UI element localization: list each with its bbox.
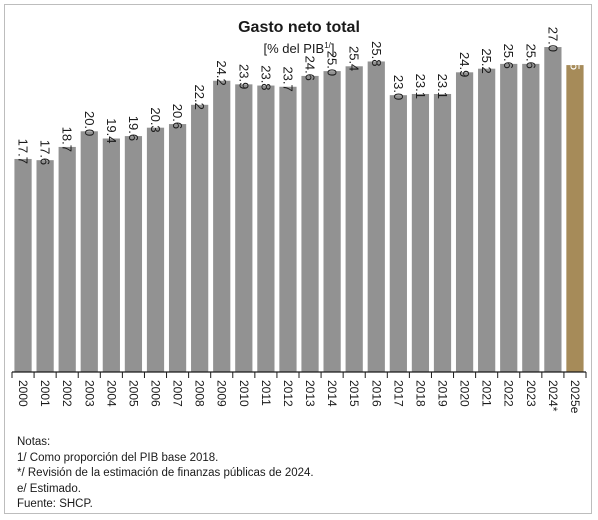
notes-block: Notas: 1/ Como proporción del PIB base 2… bbox=[17, 435, 577, 513]
bar-2024-star bbox=[544, 47, 562, 373]
bar-2010 bbox=[235, 84, 253, 372]
bar-2023 bbox=[522, 63, 540, 373]
bar-value-label: 25.2 bbox=[479, 48, 494, 73]
bar-value-label: 18.7 bbox=[60, 127, 75, 152]
bar-value-label: 23.1 bbox=[435, 74, 450, 99]
chart-subtitle-end: ] bbox=[331, 41, 335, 56]
x-tick-label: 2010 bbox=[237, 380, 251, 407]
note-line-4: Fuente: SHCP. bbox=[17, 498, 93, 510]
bar-value-label: 20.0 bbox=[82, 111, 97, 136]
bar-value-label: 23.1 bbox=[413, 74, 428, 99]
x-ticks-group bbox=[11, 372, 587, 378]
note-line-2: */ Revisión de la estimación de finanzas… bbox=[17, 467, 314, 479]
x-tick-label: 2011 bbox=[259, 380, 273, 406]
bar-2000 bbox=[14, 158, 32, 372]
bar-2001 bbox=[36, 160, 54, 372]
x-tick-label: 2024* bbox=[546, 380, 560, 412]
x-tick-label: 2018 bbox=[413, 380, 427, 407]
bar-value-label: 22.2 bbox=[192, 84, 207, 109]
bar-value-label: 25.8 bbox=[369, 41, 384, 66]
x-tick-label: 2009 bbox=[215, 380, 229, 407]
chart-subtitle-main: [% del PIB bbox=[264, 41, 325, 56]
bar-value-label: 19.4 bbox=[104, 118, 119, 143]
bar-value-label: 20.6 bbox=[170, 104, 185, 129]
bar-value-label: 25.0 bbox=[325, 51, 340, 76]
note-line-3: e/ Estimado. bbox=[17, 482, 81, 495]
notes-heading: Notas: bbox=[17, 436, 51, 448]
bar-2003 bbox=[80, 131, 98, 372]
bar-value-label: 19.6 bbox=[126, 116, 141, 141]
bar-value-label: 24.9 bbox=[457, 52, 472, 77]
x-tick-label: 2017 bbox=[391, 380, 405, 407]
bar-value-label: 24.2 bbox=[214, 60, 229, 85]
x-tick-label: 2016 bbox=[369, 380, 383, 407]
bar-2009 bbox=[213, 80, 231, 372]
chart-title: Gasto neto total bbox=[238, 19, 360, 36]
bar-2008 bbox=[191, 104, 209, 373]
x-tick-label: 2015 bbox=[347, 380, 361, 407]
bar-2021 bbox=[478, 68, 496, 372]
bar-2004 bbox=[102, 138, 120, 372]
bar-value-label: 17.7 bbox=[16, 139, 31, 164]
bar-2019 bbox=[433, 93, 452, 372]
bar-2005 bbox=[124, 136, 143, 372]
x-tick-label: 2013 bbox=[303, 380, 317, 407]
x-tick-label: 2012 bbox=[281, 380, 295, 407]
bar-value-label: 27.0 bbox=[545, 27, 560, 52]
bar-2020 bbox=[455, 72, 474, 372]
x-tick-label: 2022 bbox=[502, 380, 516, 407]
x-tick-label: 2003 bbox=[82, 380, 96, 407]
x-tick-label: 2007 bbox=[171, 380, 185, 407]
bar-value-label: 23.7 bbox=[280, 66, 295, 91]
bar-value-label: 25.6 bbox=[523, 44, 538, 69]
bar-2011 bbox=[257, 85, 275, 373]
bar-value-label: 23.8 bbox=[258, 65, 273, 90]
x-tick-label: 2021 bbox=[480, 380, 494, 407]
x-tick-label: 2006 bbox=[149, 380, 163, 407]
bar-value-label: 24.6 bbox=[303, 56, 318, 81]
x-tick-label: 2004 bbox=[104, 380, 118, 407]
bar-value-label: 20.3 bbox=[148, 107, 163, 132]
bar-value-label: 23.0 bbox=[391, 75, 406, 100]
bar-value-label: 23.9 bbox=[236, 64, 251, 89]
x-tick-labels-group: 2000 2001 2002 2003 2004 2005 2006 2007 2008 2009… bbox=[16, 380, 582, 414]
x-tick-label: 2001 bbox=[38, 380, 52, 407]
x-tick-label: 2020 bbox=[458, 380, 472, 407]
bar-2016 bbox=[367, 61, 385, 372]
x-tick-label: 2000 bbox=[16, 380, 30, 407]
bar-2012 bbox=[279, 86, 297, 372]
bar-2006 bbox=[146, 127, 165, 372]
x-tick-label: 2014 bbox=[325, 380, 339, 407]
x-tick-label: 2002 bbox=[60, 380, 74, 407]
bar-value-label: 25.4 bbox=[347, 46, 362, 71]
bar-value-label: 25.5 bbox=[567, 45, 582, 70]
bar-value-label: 17.6 bbox=[38, 140, 53, 165]
bar-value-label: 25.6 bbox=[501, 44, 516, 69]
bar-2017 bbox=[389, 95, 407, 372]
bar-2022 bbox=[500, 63, 518, 373]
x-tick-label: 2008 bbox=[193, 380, 207, 407]
bar-2007 bbox=[168, 124, 187, 372]
note-line-1: 1/ Como proporción del PIB base 2018. bbox=[17, 451, 219, 464]
bars-group bbox=[14, 47, 584, 373]
bar-2025e bbox=[566, 65, 584, 372]
bar-2014 bbox=[323, 71, 341, 372]
x-tick-label: 2005 bbox=[126, 380, 140, 407]
bar-2015 bbox=[345, 66, 363, 373]
bar-2013 bbox=[301, 75, 319, 373]
chart-frame: Gasto neto total [% del PIB1/] 17.7 17.6 1… bbox=[4, 4, 592, 514]
chart-subtitle: [% del PIB1/] bbox=[264, 41, 335, 56]
bar-2018 bbox=[411, 93, 430, 372]
x-tick-label: 2019 bbox=[436, 380, 450, 407]
x-tick-label: 2025e bbox=[568, 380, 582, 414]
x-tick-label: 2023 bbox=[524, 380, 538, 407]
chart-subtitle-superscript: 1/ bbox=[324, 41, 331, 50]
bar-labels-group: 17.7 17.6 18.7 20.0 19.4 19.6 20.3 20.6 22.2 24.2… bbox=[16, 27, 583, 165]
bar-chart: Gasto neto total [% del PIB1/] 17.7 17.61… bbox=[11, 19, 587, 414]
bar-2002 bbox=[58, 146, 76, 372]
